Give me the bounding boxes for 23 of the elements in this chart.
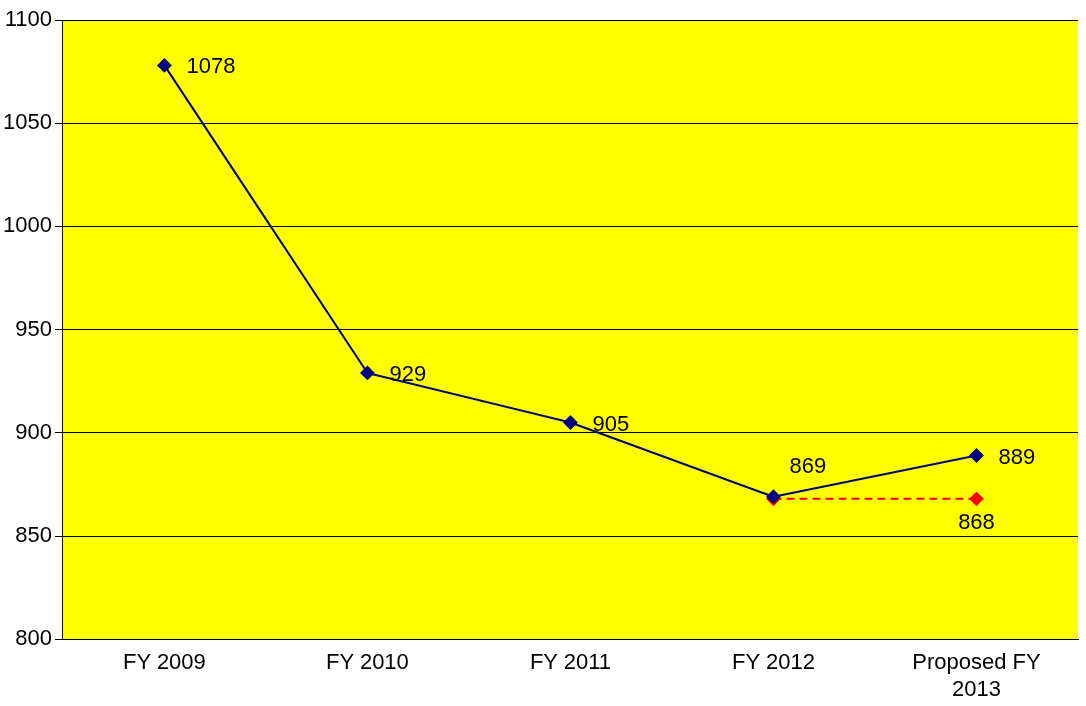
x-tick-label: Proposed FY 2013: [912, 649, 1042, 701]
y-tick-label: 900: [15, 418, 52, 444]
y-tick-label: 800: [15, 625, 52, 651]
data-label: 889: [998, 443, 1036, 469]
x-tick-label: FY 2009: [123, 649, 206, 675]
x-tick-label: FY 2012: [732, 649, 815, 675]
y-tick-label: 1050: [2, 109, 52, 135]
point: [563, 415, 578, 430]
point: [969, 491, 984, 506]
x-tick-label: FY 2011: [529, 649, 612, 675]
point: [360, 365, 375, 380]
point: [969, 448, 984, 463]
y-tick-label: 950: [15, 315, 52, 341]
data-label: 868: [958, 508, 995, 534]
x-tick-label: FY 2010: [326, 649, 409, 675]
data-label: 929: [389, 361, 427, 387]
data-label: 905: [592, 410, 630, 436]
y-tick-label: 1000: [2, 212, 52, 238]
y-tick-label: 850: [15, 522, 52, 548]
y-tick-label: 1100: [4, 6, 52, 32]
point: [157, 58, 172, 73]
data-label: 869: [789, 452, 827, 478]
data-label: 1078: [186, 53, 236, 79]
